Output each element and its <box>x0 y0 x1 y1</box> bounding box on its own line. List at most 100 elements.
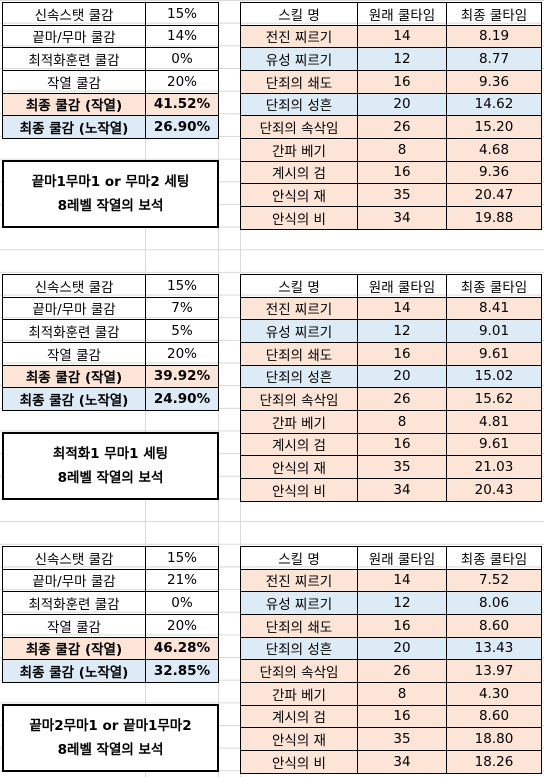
stat-value: 20% <box>145 70 219 94</box>
final-cooldown: 8.60 <box>446 614 542 638</box>
final-cooldown: 8.60 <box>446 704 542 729</box>
original-cooldown: 26 <box>357 387 447 411</box>
stat-value: 24.90% <box>145 387 219 411</box>
stat-value: 14% <box>145 24 219 49</box>
skill-name: 단죄의 성흔 <box>240 364 358 389</box>
final-cooldown: 9.61 <box>446 342 542 366</box>
stat-label: 최종 쿨감 (작열) <box>2 92 146 117</box>
stat-label: 신속스탯 쿨감 <box>2 546 146 570</box>
stat-value: 26.90% <box>145 115 219 139</box>
skill-name: 유성 찌르기 <box>240 591 358 615</box>
original-cooldown: 16 <box>357 160 447 185</box>
final-cooldown: 20.43 <box>446 478 542 502</box>
skill-name: 계시의 검 <box>240 160 358 185</box>
final-cooldown: 15.02 <box>446 364 542 389</box>
skill-name: 단죄의 속삭임 <box>240 387 358 411</box>
final-cooldown: 8.06 <box>446 591 542 615</box>
original-cooldown: 14 <box>357 296 447 321</box>
final-cooldown: 18.80 <box>446 727 542 751</box>
original-cooldown: 14 <box>357 24 447 49</box>
stat-value: 41.52% <box>145 92 219 117</box>
stat-label: 작열 쿨감 <box>2 614 146 638</box>
original-cooldown: 12 <box>357 47 447 71</box>
skill-name: 간파 베기 <box>240 410 358 434</box>
skill-name: 전진 찌르기 <box>240 568 358 593</box>
note-line: 최적화1 무마1 세팅 <box>52 445 169 462</box>
final-cooldown: 9.36 <box>446 160 542 185</box>
original-cooldown: 20 <box>357 636 447 661</box>
stat-label: 최종 쿨감 (작열) <box>2 636 146 661</box>
skill-name: 안식의 재 <box>240 183 358 207</box>
skill-name: 계시의 검 <box>240 432 358 457</box>
stat-label: 신속스탯 쿨감 <box>2 274 146 298</box>
column-header: 스킬 명 <box>240 546 358 570</box>
final-cooldown: 8.19 <box>446 24 542 49</box>
final-cooldown: 9.36 <box>446 70 542 94</box>
column-header: 최종 쿨타임 <box>446 274 542 298</box>
stat-value: 0% <box>145 47 219 71</box>
stat-value: 15% <box>145 274 219 298</box>
original-cooldown: 14 <box>357 568 447 593</box>
skill-name: 단죄의 쇄도 <box>240 70 358 94</box>
skill-name: 단죄의 성흔 <box>240 92 358 117</box>
skill-name: 유성 찌르기 <box>240 47 358 71</box>
final-cooldown: 9.61 <box>446 432 542 457</box>
column-header: 스킬 명 <box>240 274 358 298</box>
note-box: 끝마1무마1 or 무마2 세팅 8레벨 작열의 보석 <box>2 159 219 228</box>
skill-name: 간파 베기 <box>240 138 358 162</box>
final-cooldown: 13.97 <box>446 659 542 683</box>
final-cooldown: 7.52 <box>446 568 542 593</box>
stat-value: 15% <box>145 546 219 570</box>
stat-label: 신속스탯 쿨감 <box>2 2 146 26</box>
stat-label: 끝마/무마 쿨감 <box>2 24 146 49</box>
skill-name: 단죄의 속삭임 <box>240 659 358 683</box>
note-box: 끝마2무마1 or 끝마1무마2 8레벨 작열의 보석 <box>2 703 219 772</box>
original-cooldown: 12 <box>357 591 447 615</box>
note-line: 끝마1무마1 or 무마2 세팅 <box>31 173 190 190</box>
final-cooldown: 15.20 <box>446 115 542 139</box>
note-line: 8레벨 작열의 보석 <box>57 469 164 486</box>
original-cooldown: 8 <box>357 138 447 162</box>
column-header: 원래 쿨타임 <box>357 274 447 298</box>
column-header: 최종 쿨타임 <box>446 2 542 26</box>
final-cooldown: 15.62 <box>446 387 542 411</box>
stat-value: 46.28% <box>145 636 219 661</box>
stat-label: 끝마/무마 쿨감 <box>2 568 146 593</box>
stat-label: 작열 쿨감 <box>2 342 146 366</box>
note-line: 8레벨 작열의 보석 <box>57 197 164 214</box>
skill-name: 간파 베기 <box>240 682 358 706</box>
original-cooldown: 26 <box>357 659 447 683</box>
skill-name: 단죄의 쇄도 <box>240 614 358 638</box>
column-header: 스킬 명 <box>240 2 358 26</box>
note-line: 끝마2무마1 or 끝마1무마2 <box>29 717 192 734</box>
column-header: 최종 쿨타임 <box>446 546 542 570</box>
skill-name: 안식의 비 <box>240 206 358 230</box>
original-cooldown: 34 <box>357 478 447 502</box>
final-cooldown: 8.41 <box>446 296 542 321</box>
skill-name: 전진 찌르기 <box>240 24 358 49</box>
final-cooldown: 9.01 <box>446 319 542 343</box>
stat-label: 끝마/무마 쿨감 <box>2 296 146 321</box>
note-box: 최적화1 무마1 세팅 8레벨 작열의 보석 <box>2 431 219 500</box>
original-cooldown: 26 <box>357 115 447 139</box>
skill-name: 안식의 비 <box>240 750 358 774</box>
skill-name: 단죄의 성흔 <box>240 636 358 661</box>
final-cooldown: 20.47 <box>446 183 542 207</box>
final-cooldown: 14.62 <box>446 92 542 117</box>
original-cooldown: 34 <box>357 206 447 230</box>
column-header: 원래 쿨타임 <box>357 546 447 570</box>
original-cooldown: 16 <box>357 342 447 366</box>
skill-name: 계시의 검 <box>240 704 358 729</box>
original-cooldown: 12 <box>357 319 447 343</box>
stat-label: 최종 쿨감 (노작열) <box>2 115 146 139</box>
stat-label: 최종 쿨감 (노작열) <box>2 387 146 411</box>
skill-name: 단죄의 속삭임 <box>240 115 358 139</box>
skill-name: 단죄의 쇄도 <box>240 342 358 366</box>
stat-value: 15% <box>145 2 219 26</box>
original-cooldown: 8 <box>357 410 447 434</box>
stat-label: 최종 쿨감 (노작열) <box>2 659 146 683</box>
original-cooldown: 35 <box>357 455 447 479</box>
stat-label: 작열 쿨감 <box>2 70 146 94</box>
